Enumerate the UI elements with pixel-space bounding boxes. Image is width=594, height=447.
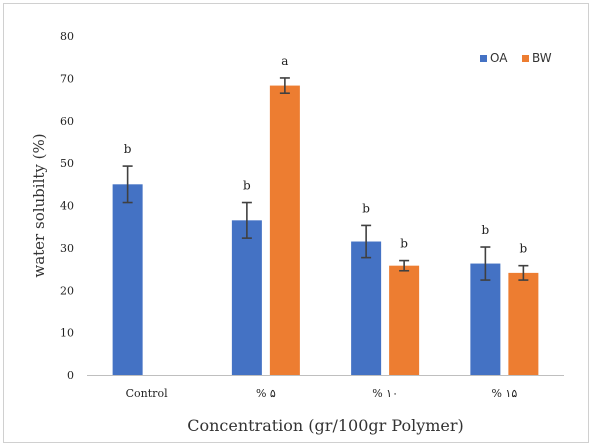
y-tick-label: 70	[60, 72, 74, 85]
significance-label: b	[362, 201, 370, 215]
bar-bw	[269, 85, 300, 376]
x-tick-label: % ۵	[256, 387, 276, 400]
y-tick-label: 30	[60, 242, 74, 255]
bar-oa	[231, 220, 262, 375]
significance-label: b	[243, 179, 251, 193]
y-tick-label: 80	[60, 30, 74, 43]
x-tick-label: % ۱۰	[372, 387, 398, 400]
legend-label-oa: OA	[490, 51, 508, 65]
significance-label: b	[400, 237, 408, 251]
legend-label-bw: BW	[532, 51, 552, 65]
legend-swatch-bw	[522, 55, 529, 62]
x-tick-label: % ۱۵	[491, 387, 517, 400]
axes: 0 10 20 30 40 50 60 70 80 Control % ۵ % ۱۰ % ۱۵	[60, 30, 564, 400]
chart-marks: b b a b b b b	[112, 54, 539, 376]
significance-label: b	[520, 242, 528, 256]
bar-oa	[470, 263, 501, 375]
x-tick-label: Control	[126, 387, 168, 400]
y-tick-label: 40	[60, 200, 74, 213]
y-tick-label: 50	[60, 157, 74, 170]
y-axis-title: water solubilty (%)	[30, 133, 48, 277]
x-axis-title: Concentration (gr/100gr Polymer)	[187, 416, 464, 435]
significance-label: b	[124, 142, 132, 156]
legend-swatch-oa	[480, 55, 487, 62]
significance-label: a	[281, 54, 288, 68]
legend: OA BW	[480, 51, 552, 65]
bar-oa	[112, 184, 143, 375]
y-tick-label: 60	[60, 115, 74, 128]
y-tick-label: 0	[67, 369, 74, 382]
bar-bw	[508, 272, 539, 375]
y-tick-label: 20	[60, 284, 74, 297]
significance-label: b	[482, 223, 490, 237]
y-tick-label: 10	[60, 327, 74, 340]
bar-bw	[389, 265, 420, 375]
bar-oa	[351, 241, 382, 375]
